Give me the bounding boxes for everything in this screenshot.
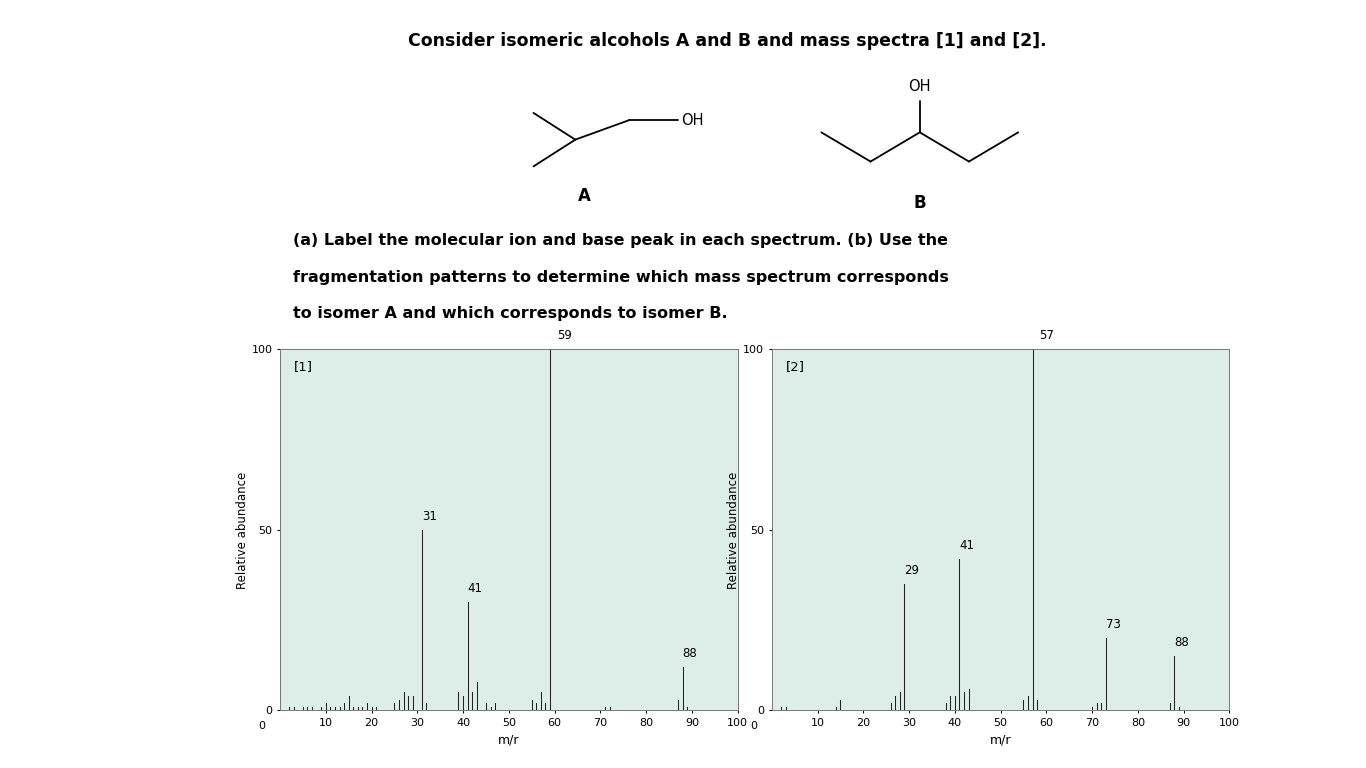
Text: Consider isomeric alcohols A and B and mass spectra [1] and [2].: Consider isomeric alcohols A and B and m… [408, 32, 1046, 51]
Text: A: A [578, 187, 590, 204]
Text: OH: OH [908, 79, 932, 94]
Text: B: B [914, 194, 926, 212]
Text: [1]: [1] [294, 360, 313, 373]
Text: 59: 59 [557, 329, 572, 343]
Text: to isomer A and which corresponds to isomer B.: to isomer A and which corresponds to iso… [294, 306, 728, 321]
Text: 0: 0 [750, 721, 757, 731]
Text: 41: 41 [959, 538, 974, 551]
Text: 73: 73 [1106, 618, 1120, 631]
Text: 88: 88 [1175, 636, 1190, 649]
Text: [2]: [2] [785, 360, 805, 373]
Y-axis label: Relative abundance: Relative abundance [727, 472, 740, 588]
Text: 0: 0 [258, 721, 265, 731]
Text: 31: 31 [422, 510, 437, 523]
Text: fragmentation patterns to determine which mass spectrum corresponds: fragmentation patterns to determine whic… [294, 270, 949, 285]
Text: 88: 88 [683, 647, 698, 660]
Text: OH: OH [680, 113, 703, 127]
Text: 57: 57 [1040, 329, 1055, 343]
Text: 29: 29 [904, 564, 919, 577]
X-axis label: m/r: m/r [499, 733, 519, 746]
Text: (a) Label the molecular ion and base peak in each spectrum. (b) Use the: (a) Label the molecular ion and base pea… [294, 233, 948, 248]
X-axis label: m/r: m/r [990, 733, 1011, 746]
Y-axis label: Relative abundance: Relative abundance [235, 472, 249, 588]
Text: 41: 41 [467, 582, 482, 595]
